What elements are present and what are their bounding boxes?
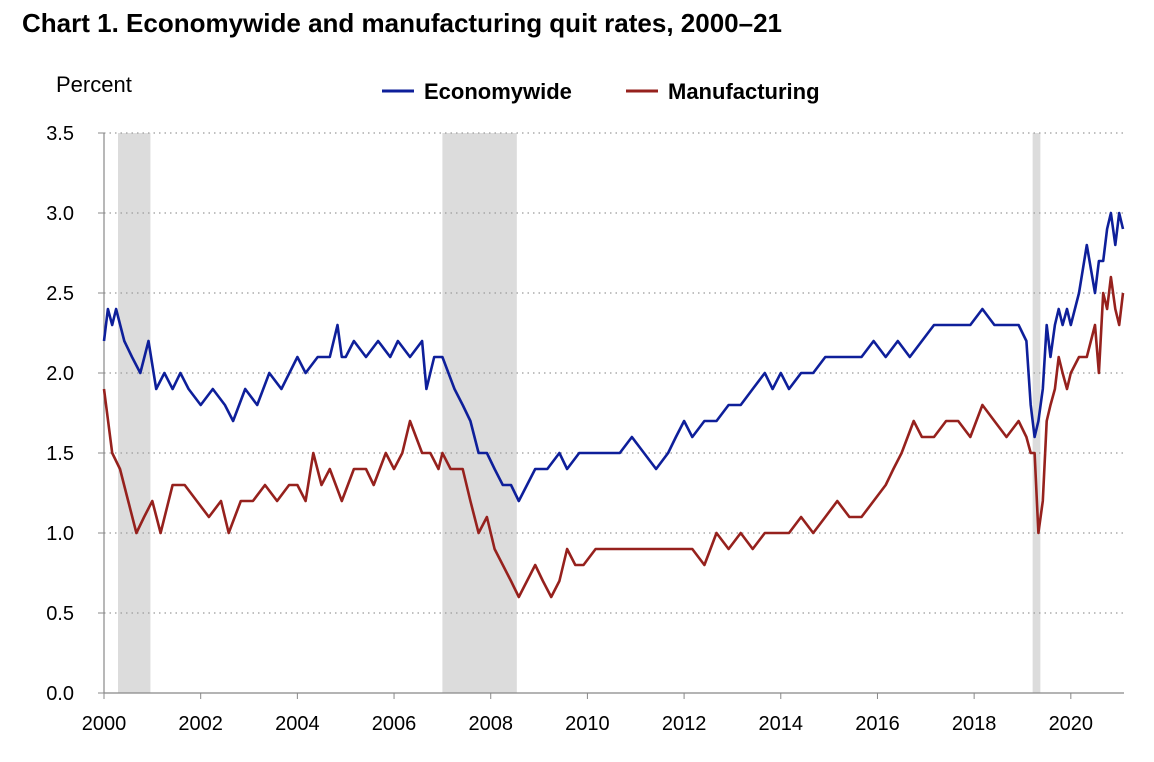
- gridlines: [104, 133, 1124, 613]
- x-tick-label: 2016: [855, 713, 900, 735]
- legend-label-manufacturing: Manufacturing: [668, 79, 820, 104]
- recession-band: [118, 133, 150, 693]
- y-tick-label: 3.0: [46, 203, 74, 225]
- x-tick-label: 2010: [565, 713, 610, 735]
- x-tick-label: 2020: [1049, 713, 1094, 735]
- y-tick-label: 0.5: [46, 603, 74, 625]
- y-tick-label: 1.5: [46, 443, 74, 465]
- x-tick-label: 2002: [178, 713, 223, 735]
- series-line-economywide: [104, 213, 1123, 501]
- recession-shading: [118, 133, 1040, 693]
- x-tick-label: 2008: [468, 713, 513, 735]
- y-tick-label: 2.5: [46, 283, 74, 305]
- legend: Economywide Manufacturing: [382, 79, 820, 104]
- x-tick-label: 2006: [372, 713, 417, 735]
- y-tick-label: 3.5: [46, 123, 74, 145]
- axes: 0.0 0.5 1.0 1.5 2.0 2.5 3.0 3.5 2000 2002 2004 2006…: [46, 123, 1124, 735]
- series-lines: [104, 213, 1123, 597]
- x-tick-label: 2012: [662, 713, 707, 735]
- y-tick-label: 0.0: [46, 683, 74, 705]
- y-axis-label: Percent: [56, 72, 132, 97]
- x-tick-label: 2014: [759, 713, 804, 735]
- x-tick-label: 2018: [952, 713, 997, 735]
- legend-label-economywide: Economywide: [424, 79, 572, 104]
- x-tick-label: 2000: [82, 713, 127, 735]
- recession-band: [442, 133, 516, 693]
- y-tick-label: 1.0: [46, 523, 74, 545]
- x-tick-label: 2004: [275, 713, 320, 735]
- y-tick-label: 2.0: [46, 363, 74, 385]
